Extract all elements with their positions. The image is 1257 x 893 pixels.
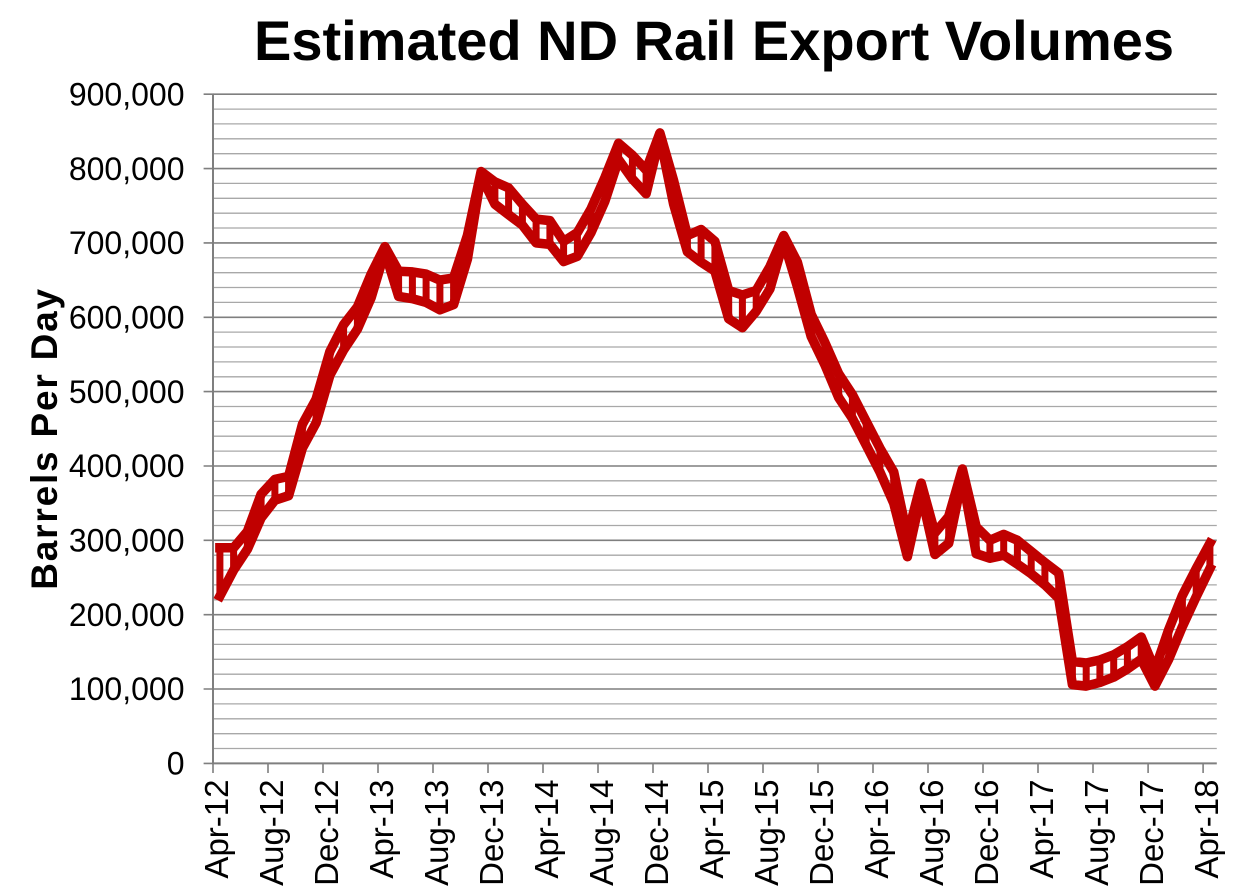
- svg-text:Apr-13: Apr-13: [363, 780, 400, 879]
- svg-text:Aug-17: Aug-17: [1078, 780, 1115, 886]
- svg-text:Aug-12: Aug-12: [253, 780, 290, 886]
- svg-text:Dec-13: Dec-13: [473, 780, 510, 886]
- svg-text:900,000: 900,000: [69, 76, 185, 112]
- svg-text:0: 0: [167, 746, 185, 782]
- svg-text:Barrels Per Day: Barrels Per Day: [24, 287, 65, 590]
- svg-text:100,000: 100,000: [69, 671, 185, 707]
- svg-text:700,000: 700,000: [69, 225, 185, 261]
- svg-text:Dec-12: Dec-12: [308, 780, 345, 886]
- svg-text:Dec-17: Dec-17: [1133, 780, 1170, 886]
- svg-text:Aug-13: Aug-13: [418, 780, 455, 886]
- svg-text:200,000: 200,000: [69, 597, 185, 633]
- svg-text:Aug-16: Aug-16: [913, 780, 950, 886]
- svg-text:Apr-18: Apr-18: [1188, 780, 1225, 879]
- svg-text:Dec-16: Dec-16: [968, 780, 1005, 886]
- svg-text:Estimated ND Rail Export Volum: Estimated ND Rail Export Volumes: [254, 9, 1174, 72]
- svg-text:Apr-12: Apr-12: [198, 780, 235, 879]
- svg-text:Dec-15: Dec-15: [803, 780, 840, 886]
- svg-text:Dec-14: Dec-14: [638, 780, 675, 886]
- svg-text:800,000: 800,000: [69, 151, 185, 187]
- svg-text:Apr-15: Apr-15: [693, 780, 730, 879]
- svg-text:600,000: 600,000: [69, 300, 185, 336]
- svg-text:400,000: 400,000: [69, 448, 185, 484]
- svg-text:Aug-15: Aug-15: [748, 780, 785, 886]
- svg-text:Apr-17: Apr-17: [1023, 780, 1060, 879]
- svg-text:300,000: 300,000: [69, 523, 185, 559]
- svg-text:500,000: 500,000: [69, 374, 185, 410]
- svg-text:Aug-14: Aug-14: [583, 780, 620, 886]
- svg-text:Apr-14: Apr-14: [528, 780, 565, 879]
- svg-text:Apr-16: Apr-16: [858, 780, 895, 879]
